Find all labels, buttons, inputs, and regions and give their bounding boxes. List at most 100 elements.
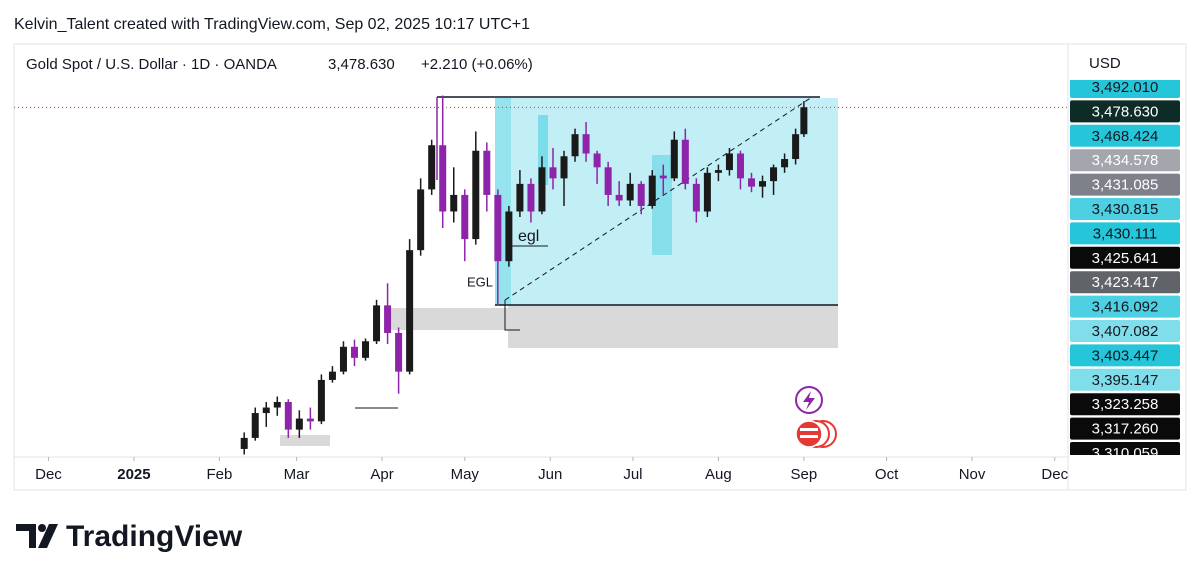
candle-body <box>800 107 808 135</box>
price-tag <box>1070 198 1180 220</box>
fvg-zone <box>538 115 548 185</box>
candle-body <box>703 172 711 212</box>
candle-body <box>273 402 281 408</box>
candle-body <box>516 183 524 212</box>
price-tag-label: 3,478.630 <box>1092 103 1159 120</box>
x-tick-label: 2025 <box>117 466 150 483</box>
candle-body <box>505 211 513 262</box>
price-tag-label: 3,430.111 <box>1093 225 1158 242</box>
candle-body <box>428 145 436 190</box>
price-change: +2.210 (+0.06%) <box>421 56 533 73</box>
price-tag <box>1070 124 1180 147</box>
candle-body <box>770 167 778 182</box>
candle-body <box>736 153 744 179</box>
x-tick-label: Jul <box>623 466 642 483</box>
price-tag <box>1070 417 1180 440</box>
candle-body <box>747 178 755 187</box>
candle-body <box>681 139 689 184</box>
price-tag-label: 3,430.815 <box>1092 201 1159 218</box>
logo-text: TradingView <box>66 520 243 553</box>
x-tick-label: Feb <box>206 466 232 483</box>
x-tick-label: Dec <box>1041 466 1068 483</box>
symbol-title: Gold Spot / U.S. Dollar · 1D · OANDA <box>26 56 277 73</box>
candle-body <box>538 167 546 212</box>
candle-body <box>472 150 480 240</box>
price-tag-label: 3,317.260 <box>1092 421 1159 438</box>
chart-frame <box>13 43 1187 491</box>
flag-stripe <box>800 435 818 438</box>
price-tag-label: 3,431.085 <box>1092 177 1159 194</box>
annotation: egl <box>518 228 539 245</box>
x-tick-label: May <box>451 466 480 483</box>
candle-body <box>328 371 336 380</box>
logo-dot <box>38 524 46 532</box>
candle-body <box>626 183 634 201</box>
last-price: 3,478.630 <box>328 56 395 73</box>
candle-body <box>792 134 800 160</box>
candle-body <box>714 170 722 173</box>
x-tick-label: Apr <box>370 466 393 483</box>
price-tag <box>1070 271 1180 294</box>
annotation: EGL <box>467 274 493 289</box>
lightning <box>803 391 815 410</box>
candle-body <box>306 418 314 422</box>
price-tag-label: 3,434.578 <box>1092 152 1159 169</box>
candle-body <box>648 175 656 206</box>
candle-body <box>560 156 568 179</box>
price-tag <box>1070 149 1180 172</box>
x-tick-label: Sep <box>791 466 818 483</box>
currency: USD <box>1089 55 1121 72</box>
fvg-zone <box>652 155 672 255</box>
candle-body <box>251 413 259 438</box>
candle-body <box>262 407 270 414</box>
candle-body <box>461 194 469 240</box>
price-tag <box>1070 442 1180 455</box>
price-tag <box>1070 222 1180 245</box>
candle-body <box>417 189 425 251</box>
price-tag-label: 3,407.082 <box>1092 323 1159 340</box>
x-tick-label: Aug <box>705 466 732 483</box>
candle-body <box>384 305 392 333</box>
price-tag-label: 3,310.059 <box>1092 445 1159 462</box>
candle-body <box>571 134 579 157</box>
candle-body <box>549 167 557 179</box>
price-tag <box>1070 393 1180 416</box>
candle-body <box>494 194 502 262</box>
candle-body <box>295 418 303 430</box>
gray-zone <box>390 308 508 330</box>
price-tag-label: 3,492.010 <box>1092 79 1159 96</box>
candle-body <box>637 183 645 206</box>
flag-stripe <box>800 428 818 431</box>
price-tag <box>1070 173 1180 196</box>
candle-body <box>659 175 667 179</box>
x-tick-label: Jun <box>538 466 562 483</box>
price-tag <box>1070 100 1180 123</box>
candle-body <box>317 379 325 422</box>
candle-body <box>406 250 414 372</box>
price-tag-label: 3,423.417 <box>1092 274 1159 291</box>
candle-body <box>439 145 447 212</box>
bracket <box>504 300 520 331</box>
candle-body <box>692 183 700 212</box>
candle-body <box>350 346 358 358</box>
candle-body <box>483 150 491 195</box>
candle-body <box>615 194 623 201</box>
candle-body <box>362 341 370 358</box>
candle-body <box>759 181 767 187</box>
us-flag-icon[interactable] <box>795 420 823 448</box>
candle-body <box>670 139 678 179</box>
price-tag-label: 3,395.147 <box>1092 372 1159 389</box>
price-tag <box>1070 80 1180 98</box>
price-tag <box>1070 368 1180 391</box>
gray-zone <box>280 435 330 446</box>
candle-body <box>781 159 789 168</box>
price-tag <box>1070 344 1180 367</box>
price-tag-label: 3,468.424 <box>1092 128 1159 145</box>
x-tick-label: Dec <box>35 466 62 483</box>
candle-body <box>339 346 347 372</box>
candle-body <box>604 167 612 195</box>
candle-body <box>725 153 733 171</box>
candle-body <box>593 153 601 168</box>
price-tag-label: 3,416.092 <box>1092 299 1159 316</box>
